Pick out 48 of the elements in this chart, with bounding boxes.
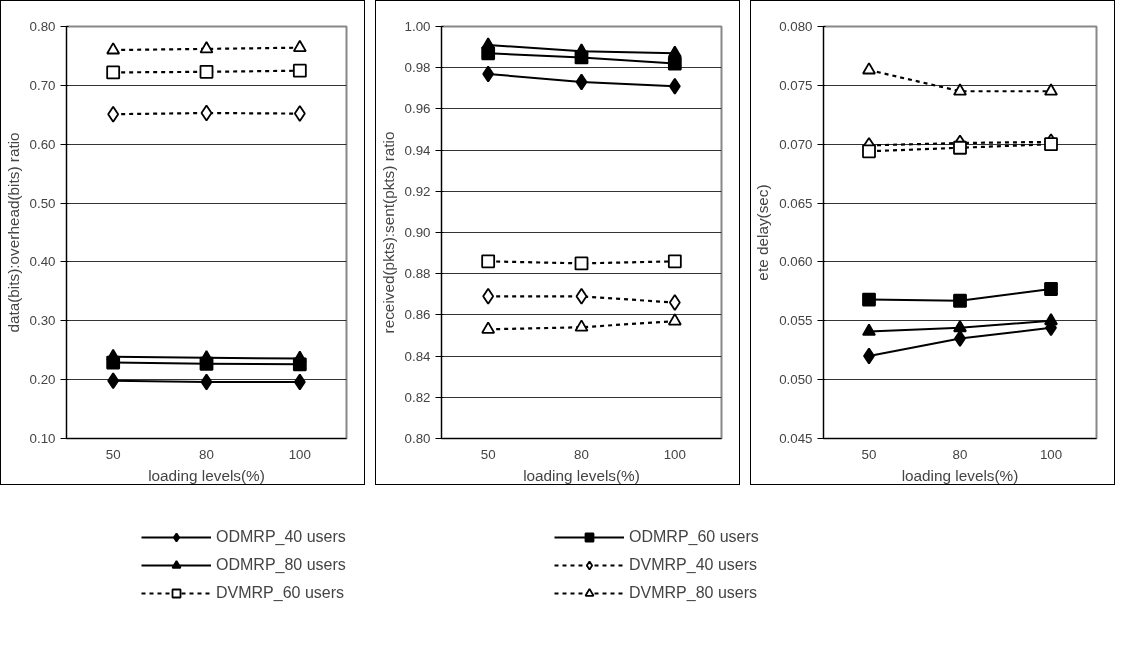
x-tick-label: 80 [574,446,589,462]
x-axis-title: loading levels(%) [901,466,1019,484]
y-tick-label: 0.050 [779,372,813,388]
y-tick-label: 0.80 [29,19,56,34]
y-tick-label: 0.80 [404,431,431,446]
y-tick-label: 0.86 [404,307,431,323]
x-tick-label: 100 [288,446,311,462]
y-tick-label: 0.070 [779,136,813,152]
y-tick-label: 0.90 [404,225,431,240]
y-tick-label: 0.60 [29,136,56,152]
y-tick-label: 0.080 [779,19,813,34]
y-tick-label: 1.00 [404,19,431,34]
y-tick-label: 0.060 [779,254,813,270]
x-tick-label: 50 [105,446,121,462]
legend-label: ODMRP_80 users [216,556,347,574]
legend-label: ODMRP_40 users [216,528,347,546]
legend-label: ODMRP_60 users [629,528,760,546]
y-tick-label: 0.20 [29,372,56,388]
x-tick-label: 80 [199,446,214,462]
x-tick-label: 100 [663,446,686,462]
y-tick-label: 0.045 [779,431,813,446]
y-tick-label: 0.40 [29,254,56,270]
y-tick-label: 0.50 [29,195,56,211]
x-axis-title: loading levels(%) [148,466,265,484]
y-tick-label: 0.92 [404,183,431,199]
y-tick-label: 0.82 [404,389,431,405]
x-axis-title: loading levels(%) [523,466,640,484]
legend-label: DVMRP_40 users [629,556,759,574]
x-tick-label: 50 [861,446,877,462]
y-tick-label: 0.70 [29,77,56,93]
y-tick-label: 0.10 [29,431,56,446]
y-tick-label: 0.84 [404,348,432,364]
x-tick-label: 80 [952,446,968,462]
y-tick-label: 0.055 [779,313,813,329]
legend-label: DVMRP_60 users [216,584,346,602]
x-tick-label: 50 [480,446,496,462]
y-tick-label: 0.065 [779,195,813,211]
y-axis-title: data(bits):overhead(bits) ratio [4,132,22,333]
legend-label: DVMRP_80 users [629,584,759,602]
y-tick-label: 0.98 [404,60,431,76]
y-tick-label: 0.075 [779,77,813,93]
y-tick-label: 0.96 [404,101,431,117]
y-axis-title: ete delay(sec) [754,184,772,281]
y-tick-label: 0.30 [29,313,56,329]
y-tick-label: 0.88 [404,266,431,282]
y-axis-title: received(pkts):sent(pkts) ratio [379,131,397,334]
x-tick-label: 100 [1039,446,1063,462]
y-tick-label: 0.94 [404,142,432,158]
